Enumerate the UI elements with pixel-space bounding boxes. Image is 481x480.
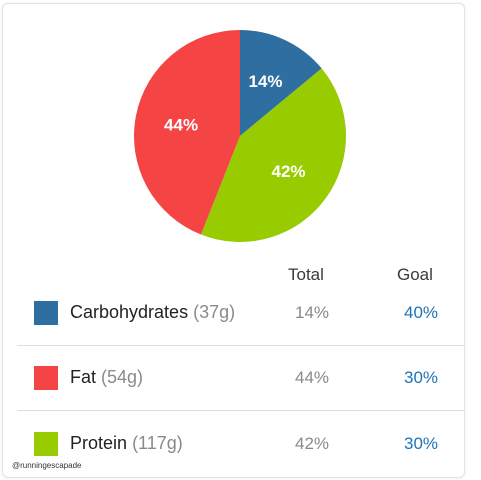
pie-slice-protein [200,68,346,242]
protein-color-swatch [34,432,58,456]
carbohydrates-name: Carbohydrates [70,302,189,322]
protein-name: Protein [70,433,128,453]
row-divider [17,345,464,346]
carbohydrates-grams: (37g) [193,302,236,322]
fat-name: Fat [70,367,97,387]
macronutrient-pie-chart: 14% 42% 44% [133,30,346,242]
total-column-header: Total [288,265,324,284]
fat-total: 44% [295,368,330,387]
fat-grams: (54g) [101,367,144,387]
pie-slice-fat [133,30,240,235]
macro-row-fat[interactable]: Fat (54g) 44% 30% [3,345,464,409]
fat-label: Fat (54g) [70,367,143,388]
pie-slices [133,30,346,242]
protein-grams: (117g) [132,433,183,453]
protein-total: 42% [295,434,330,453]
protein-label: Protein (117g) [70,433,183,454]
macro-row-carbohydrates[interactable]: Carbohydrates (37g) 14% 40% [3,281,464,345]
macronutrient-card: 14% 42% 44% Total Goal Carbohydrates (37g)… [2,3,465,478]
watermark: @runningescapade [12,461,82,470]
carbohydrates-total: 14% [295,303,330,322]
pie-label-protein: 42% [272,162,306,181]
carbohydrates-goal: 40% [404,303,439,322]
carbohydrates-color-swatch [34,301,58,325]
fat-color-swatch [34,366,58,390]
pie-labels: 14% 42% 44% [164,72,306,181]
protein-goal: 30% [404,434,439,453]
row-divider [17,410,464,411]
pie-slice-carbohydrates [240,30,322,136]
goal-column-header: Goal [397,265,433,284]
macro-row-protein[interactable]: Protein (117g) 42% 30% [3,410,464,474]
carbohydrates-label: Carbohydrates (37g) [70,302,235,323]
fat-goal: 30% [404,368,439,387]
pie-label-carbohydrates: 14% [249,72,283,91]
pie-label-fat: 44% [164,115,198,134]
